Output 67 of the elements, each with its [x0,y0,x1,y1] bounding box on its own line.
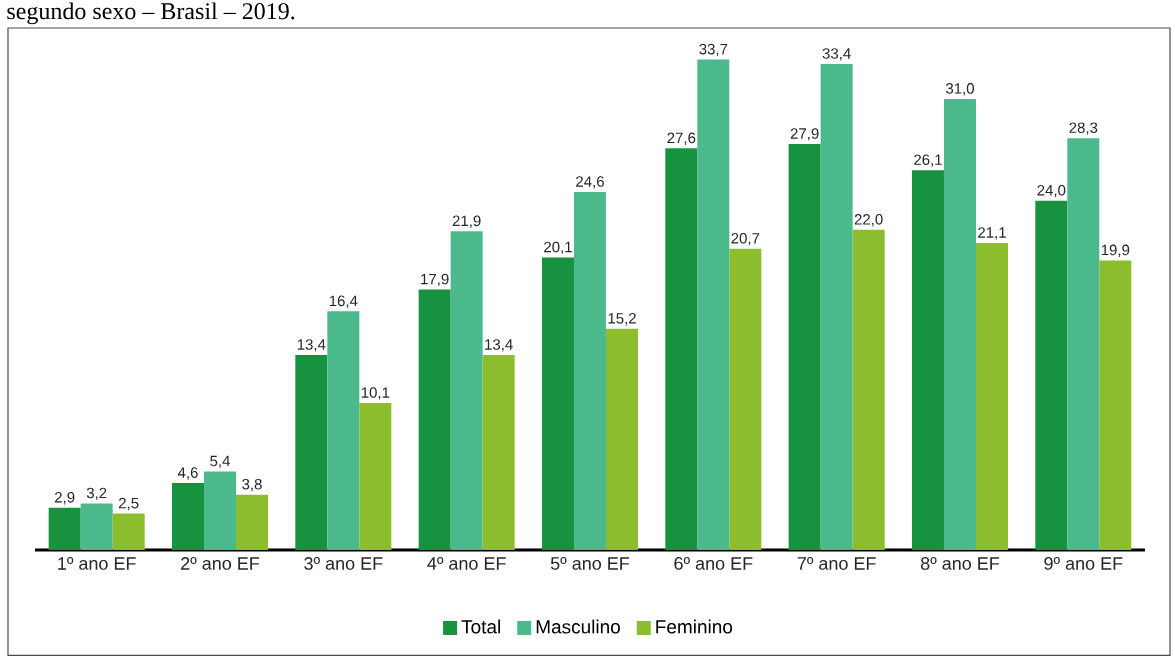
data-label: 28,3 [1069,122,1098,135]
bar [1067,138,1100,550]
data-label: 24,6 [576,176,604,189]
x-tick-label: 9º ano EF [1044,557,1123,570]
bar [112,513,145,550]
data-label: 19,9 [1101,244,1130,258]
data-label: 20,1 [544,241,572,255]
bar [450,231,483,550]
bar [482,354,515,550]
bar [327,311,360,550]
data-label: 20,7 [731,232,760,246]
bar [852,229,885,550]
data-label: 3,8 [242,478,262,492]
bar [605,328,638,550]
x-tick-label: 7º ano EF [797,557,876,570]
x-tick-label: 5º ano EF [550,557,630,570]
data-label: 21,1 [978,227,1006,240]
bar [295,354,328,550]
x-tick-label: 3º ano EF [304,557,383,570]
bar [236,494,268,550]
x-tick-label: 8º ano EF [920,557,1000,570]
bar [1099,260,1132,550]
data-label: 5,4 [210,455,230,468]
data-label: 13,4 [297,339,326,352]
data-label: 24,0 [1037,184,1066,198]
bar [975,242,1008,550]
bar [418,289,451,550]
data-label: 26,1 [914,154,942,167]
bar [729,248,762,550]
data-label: 27,9 [790,128,819,141]
bar [820,63,853,550]
bar [1035,200,1068,550]
data-label: 15,2 [608,313,636,326]
x-tick-label: 1º ano EF [58,557,136,570]
data-label: 16,4 [329,295,358,308]
bar [359,403,392,550]
data-label: 33,4 [822,48,851,61]
bar [697,59,730,550]
bar [573,192,606,550]
data-label: 3,2 [86,487,107,501]
bar [80,503,113,550]
data-label: 4,6 [177,467,198,480]
data-label: 22,0 [854,214,883,227]
bar [541,257,574,550]
data-label: 2,9 [54,491,75,505]
data-label: 31,0 [945,83,974,96]
x-tick-label: 6º ano EF [674,557,753,570]
x-tick-label: 4º ano EF [427,557,506,570]
bar [911,170,944,550]
data-label: 21,9 [452,215,481,228]
data-label: 33,7 [699,43,728,57]
legend-label: Masculino [536,619,620,634]
bar [943,98,976,550]
data-label: 13,4 [485,339,513,352]
bar [665,148,698,550]
chart-title: segundo sexo – Brasil – 2019. [7,2,295,25]
data-label: 17,9 [421,273,449,287]
bar [48,507,81,550]
data-label: 2,5 [118,497,139,511]
data-label: 27,6 [667,132,696,145]
bar [204,471,236,550]
legend-label: Feminino [656,619,733,634]
bar [788,144,821,550]
data-label: 10,1 [361,387,390,400]
legend-label: Total [461,619,500,634]
bar [171,483,204,550]
x-tick-label: 2º ano EF [181,557,260,570]
